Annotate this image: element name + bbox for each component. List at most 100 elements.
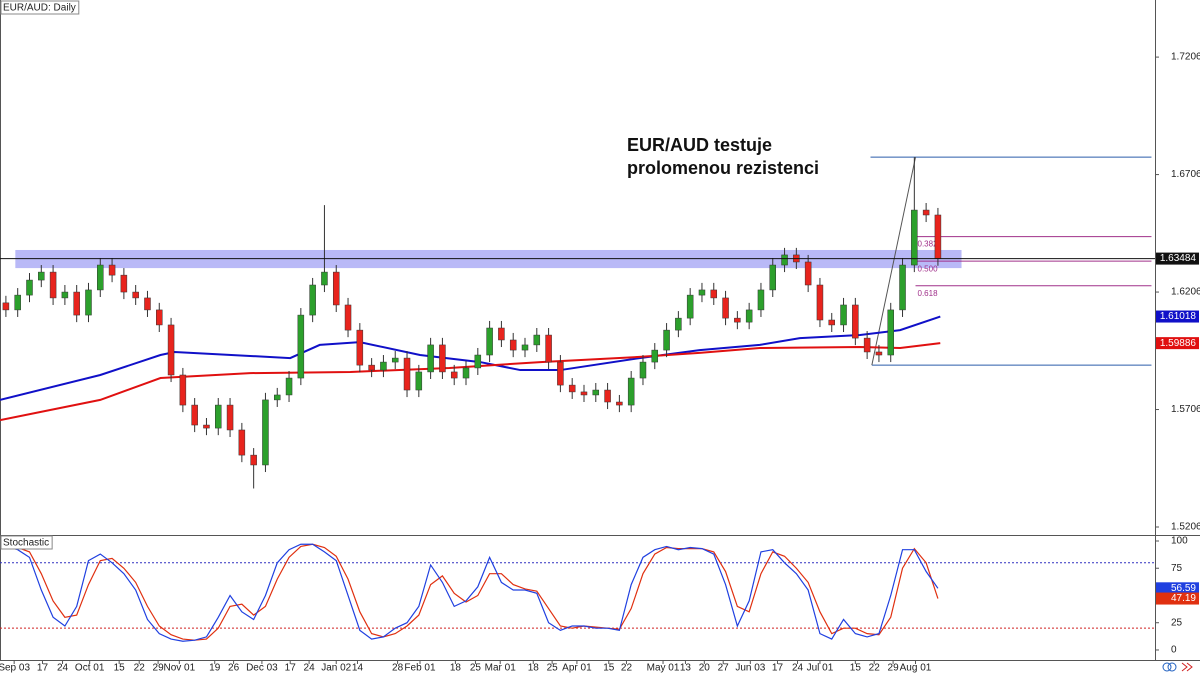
candle-body [262, 399, 269, 466]
candle-body [297, 314, 305, 379]
candle-body [533, 334, 541, 346]
candle-body [167, 324, 175, 376]
candle-body [273, 394, 281, 401]
price-badge-label: 1.61018 [1160, 311, 1197, 322]
x-tick-label: Oct 01 [75, 663, 105, 674]
candle-body [132, 291, 139, 299]
panel-title: Stochastic [3, 538, 49, 549]
candle-body [474, 354, 482, 369]
panel-title-box [0, 535, 53, 550]
x-tick-label: Jan 02 [321, 663, 351, 674]
x-tick-label: Aug 01 [900, 663, 932, 674]
candle-body [26, 279, 33, 296]
fib-level-label: 0.618 [918, 289, 939, 298]
price-panel: 0.382 0.500 0.618 [0, 156, 1155, 489]
y-tick-label: 0 [1171, 645, 1177, 656]
candle-body [486, 327, 493, 356]
candle-body [156, 309, 163, 326]
candle-body [840, 304, 847, 326]
footer-icons [1162, 662, 1193, 672]
x-tick-label: Mar 01 [485, 663, 517, 674]
candle-body [745, 309, 753, 323]
annotation: prolomenou rezistenci [627, 158, 819, 178]
x-tick-label: Apr 01 [562, 663, 592, 674]
candle-body [49, 271, 57, 299]
x-tick-label: 28 [392, 663, 404, 674]
candle-body [580, 391, 588, 396]
candle-body [285, 377, 293, 396]
icon[interactable] [1181, 662, 1193, 672]
candle-body [226, 404, 234, 431]
candle-body [911, 209, 918, 266]
candle-body [2, 302, 10, 311]
price-badge [1156, 252, 1199, 265]
price-badge-label: 56.59 [1171, 583, 1196, 594]
candle-body [120, 274, 128, 293]
candle-body [651, 349, 659, 363]
x-tick-label: 17 [772, 663, 784, 674]
candle-body [61, 291, 69, 299]
price-badge-label: 1.59886 [1160, 338, 1197, 349]
candle-body [698, 289, 706, 296]
candle-body [108, 264, 116, 276]
candle-body [781, 254, 788, 266]
candle-body [675, 317, 682, 331]
candle-body [734, 317, 741, 323]
price-badge [1156, 592, 1199, 605]
candle-body [144, 297, 151, 311]
candle-body [344, 304, 352, 331]
candle-body [391, 357, 399, 363]
x-tick-label: 22 [134, 663, 146, 674]
candle-body [828, 319, 835, 326]
icon[interactable] [1162, 662, 1172, 672]
x-tick-label: 19 [209, 663, 221, 674]
y-tick-label: 1.62060 [1171, 287, 1200, 298]
x-tick-label: Feb 01 [404, 663, 436, 674]
candle-body [804, 261, 812, 286]
x-tick-label: 17 [285, 663, 297, 674]
candle-body [592, 389, 600, 396]
x-tick-label: 15 [850, 663, 862, 674]
panel-title-box [0, 0, 80, 15]
candle-body [73, 291, 80, 316]
panel-title: EUR/AUD: Daily [3, 3, 76, 14]
candle-body [332, 271, 340, 306]
candle-body [521, 344, 529, 351]
x-tick-label: 22 [621, 663, 633, 674]
price-badge-label: 47.19 [1171, 593, 1196, 604]
x-tick-label: 22 [869, 663, 881, 674]
candle-body [899, 264, 906, 311]
candle-body [368, 364, 375, 371]
x-tick-label: 18 [450, 663, 462, 674]
candle-body [14, 294, 21, 311]
candle-body [686, 294, 694, 319]
annotation: EUR/AUD testuje [627, 135, 772, 155]
x-tick-label: 24 [792, 663, 804, 674]
candle-body [757, 289, 765, 311]
x-tick-label: Dec 03 [246, 663, 278, 674]
price-badge [1156, 310, 1199, 323]
candle-body [450, 371, 458, 379]
price-badge [1156, 337, 1199, 350]
y-tick-label: 75 [1171, 563, 1183, 574]
candle-body [887, 309, 894, 356]
icon[interactable] [1167, 662, 1177, 672]
fib-level-label: 0.382 [918, 240, 939, 249]
candle-body [545, 334, 552, 363]
x-tick-label: 24 [304, 663, 316, 674]
candle-body [722, 297, 729, 319]
candle-body [604, 389, 611, 403]
candle-body [380, 361, 387, 371]
x-tick-label: Jun 03 [735, 663, 765, 674]
stochastic-line [5, 543, 939, 642]
candle-body [427, 344, 434, 373]
x-tick-label: 15 [603, 663, 615, 674]
y-tick-label: 1.57060 [1171, 404, 1200, 415]
candle-body [639, 361, 647, 379]
x-tick-label: Nov 01 [163, 663, 195, 674]
stochastic-line [5, 543, 939, 641]
candle-body [356, 329, 364, 366]
candle-body [97, 264, 104, 291]
